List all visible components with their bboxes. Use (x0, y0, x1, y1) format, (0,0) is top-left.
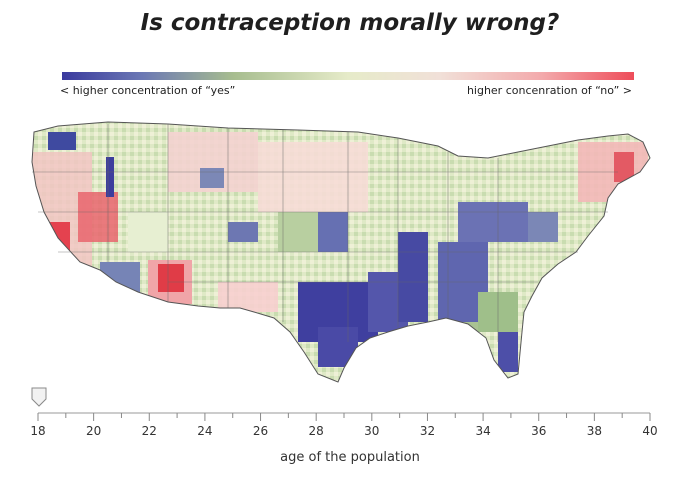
slider-tick-label: 26 (253, 424, 268, 438)
slider-tick-label: 22 (142, 424, 157, 438)
slider-tick-labels: 18 20 22 24 26 28 30 32 34 36 38 40 (30, 424, 657, 438)
color-scale-bar (62, 72, 634, 80)
slider-tick-label: 20 (86, 424, 101, 438)
slider-tick-label: 32 (420, 424, 435, 438)
slider-tick-label: 40 (642, 424, 657, 438)
slider-handle[interactable] (31, 387, 47, 407)
slider-tick-label: 24 (197, 424, 212, 438)
age-slider[interactable]: 18 20 22 24 26 28 30 32 34 36 38 40 (0, 385, 700, 445)
slider-ticks (37, 413, 651, 421)
slider-tick-label: 18 (30, 424, 45, 438)
slider-axis-label: age of the population (280, 450, 420, 465)
slider-tick-label: 30 (364, 424, 379, 438)
slider-tick-label: 36 (531, 424, 546, 438)
page-title: Is contraception morally wrong? (140, 10, 560, 36)
us-map (31, 121, 651, 383)
slider-tick-label: 38 (587, 424, 602, 438)
legend-yes-label: < higher concentration of “yes” (60, 84, 236, 97)
legend-no-label: higher concenration of “no” > (466, 84, 632, 97)
slider-tick-label: 28 (309, 424, 324, 438)
slider-tick-label: 34 (475, 424, 490, 438)
